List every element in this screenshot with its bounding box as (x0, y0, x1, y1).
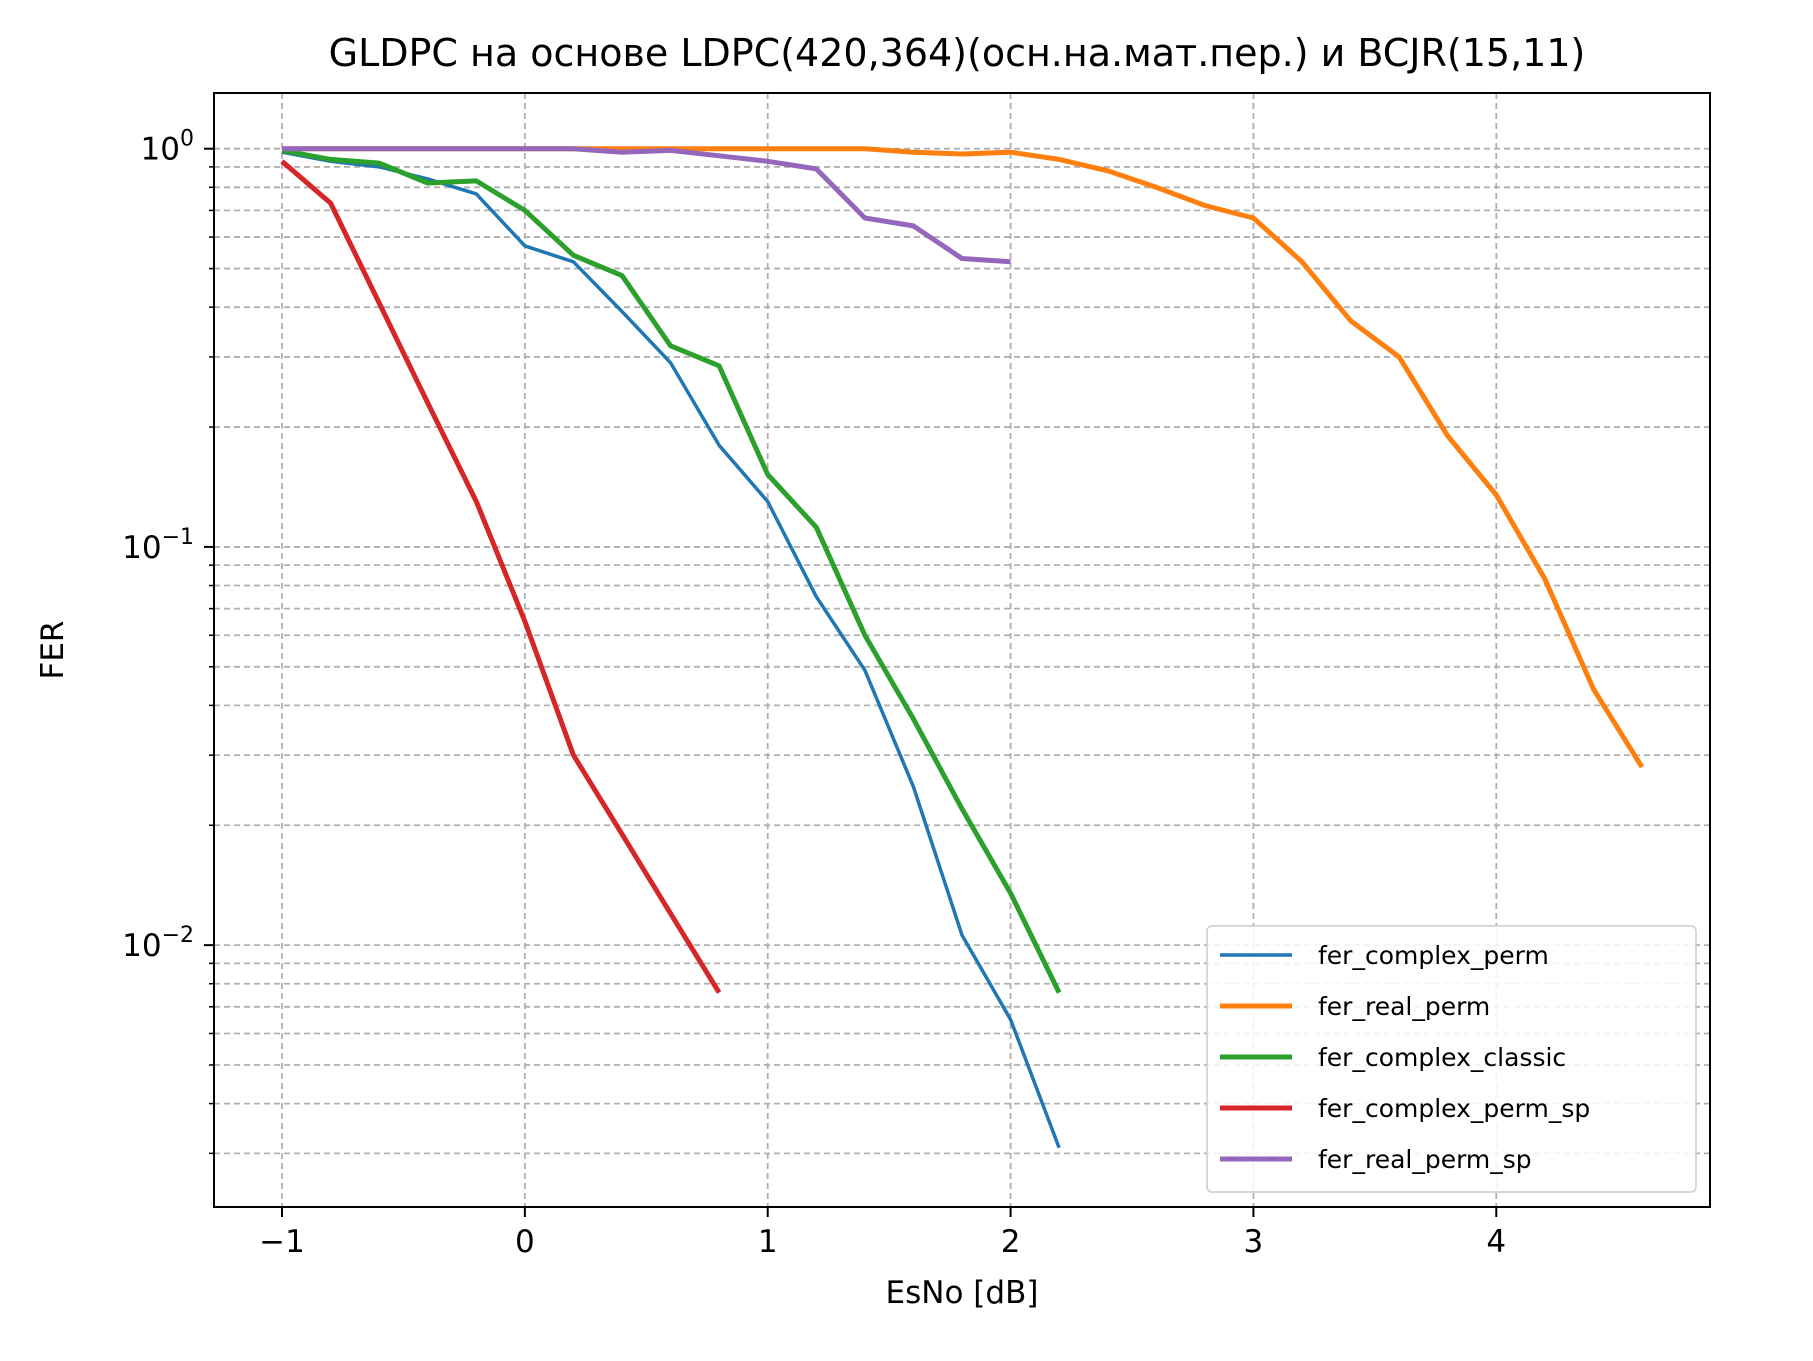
x-tick-label: 4 (1486, 1224, 1506, 1260)
legend: fer_complex_perm fer_real_perm fer_complex… (1206, 925, 1697, 1193)
y-axis-label: FER (35, 621, 71, 680)
y-tick-label: 100 (141, 127, 194, 168)
x-tick-label: 3 (1244, 1224, 1264, 1260)
x-axis: −1 0 1 2 3 4 (259, 1207, 1506, 1260)
legend-label: fer_complex_perm (1318, 941, 1549, 970)
legend-label: fer_real_perm (1318, 992, 1490, 1021)
legend-label: fer_complex_classic (1318, 1043, 1566, 1072)
series-line-fer-real-perm (282, 146, 1645, 769)
series-line-fer-complex-perm-sp (280, 159, 722, 994)
legend-box (1206, 925, 1697, 1193)
series-lines (280, 146, 1645, 1149)
x-tick-label: 2 (1001, 1224, 1021, 1260)
grid-lines (214, 93, 1710, 1207)
y-axis: 100 10−1 10−2 (122, 127, 214, 1155)
plot-frame (213, 92, 1711, 1208)
series-line-fer-complex-classic (281, 147, 1062, 994)
legend-label: fer_real_perm_sp (1318, 1145, 1532, 1174)
x-axis-label: EsNo [dB] (886, 1275, 1039, 1311)
x-tick-label: 1 (758, 1224, 778, 1260)
y-tick-label: 10−1 (122, 525, 194, 566)
x-tick-label: 0 (515, 1224, 535, 1260)
chart-title: GLDPC на основе LDPC(420,364)(осн.на.мат… (329, 31, 1586, 75)
series-line-fer-real-perm-sp (282, 146, 1011, 265)
y-tick-label: 10−2 (122, 923, 194, 964)
x-tick-label: −1 (259, 1224, 305, 1260)
legend-label: fer_complex_perm_sp (1318, 1094, 1590, 1123)
